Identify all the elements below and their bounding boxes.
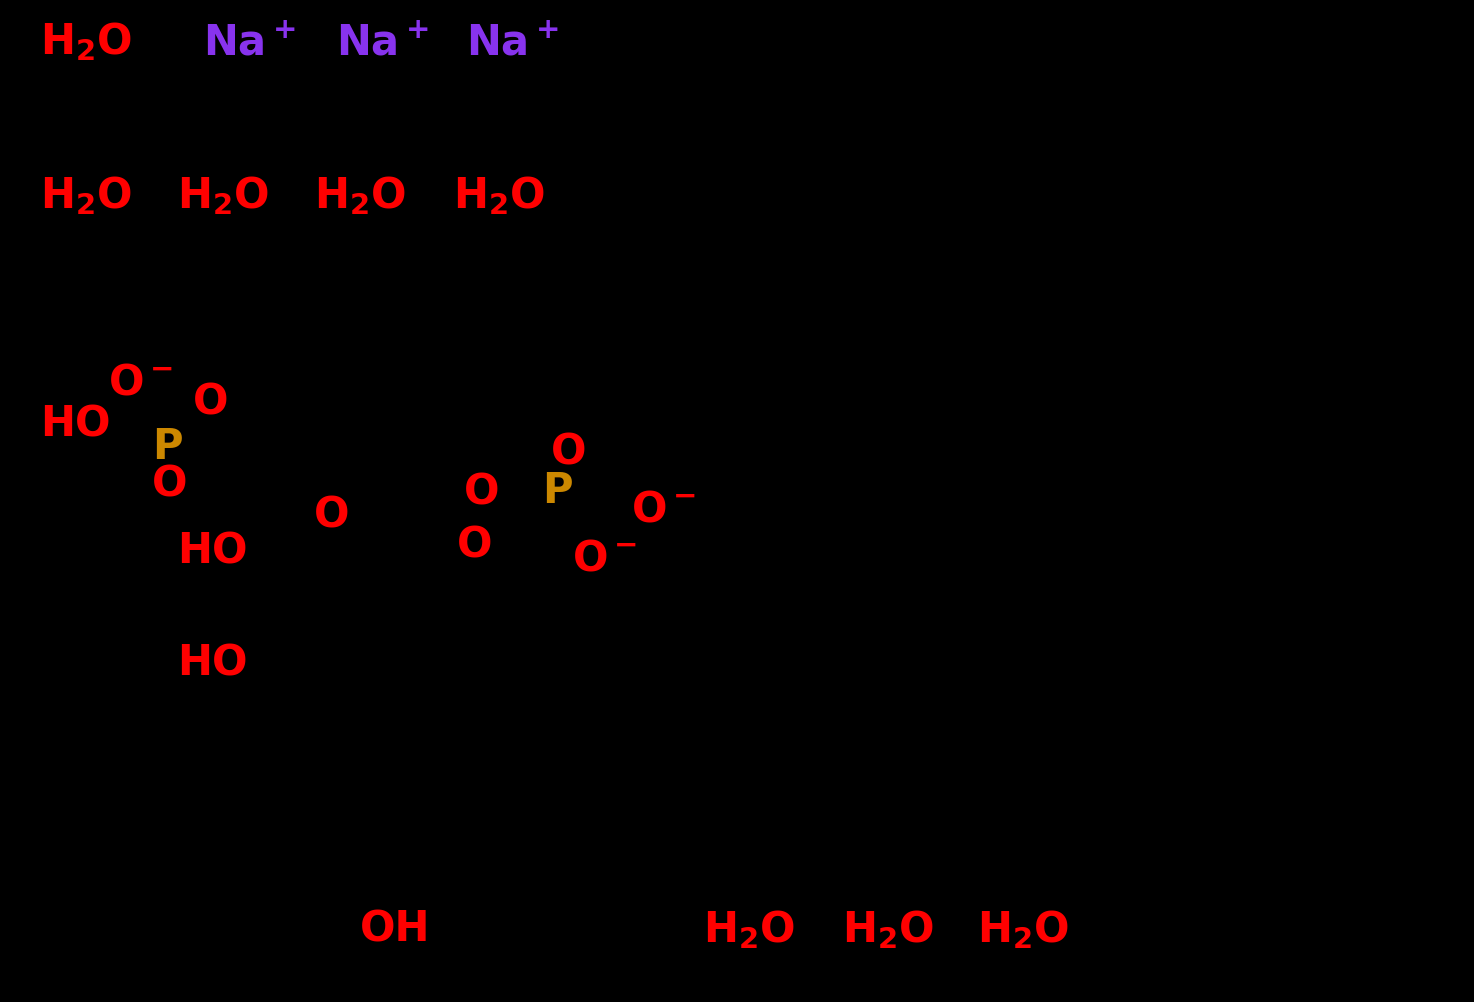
Text: $\mathregular{H_2O}$: $\mathregular{H_2O}$ [453, 174, 544, 216]
Text: $\mathregular{H_2O}$: $\mathregular{H_2O}$ [703, 909, 794, 951]
Text: $\mathregular{Na^+}$: $\mathregular{Na^+}$ [336, 21, 429, 63]
Text: O: O [551, 432, 587, 474]
Text: P: P [152, 426, 183, 468]
Text: O: O [314, 494, 349, 536]
Text: O: O [152, 464, 187, 506]
Text: HO: HO [177, 642, 248, 684]
Text: O: O [193, 382, 228, 424]
Text: O: O [464, 472, 500, 514]
Text: $\mathregular{H_2O}$: $\mathregular{H_2O}$ [842, 909, 933, 951]
Text: HO: HO [177, 530, 248, 572]
Text: HO: HO [40, 404, 111, 446]
Text: O: O [457, 524, 492, 566]
Text: $\mathregular{H_2O}$: $\mathregular{H_2O}$ [314, 174, 405, 216]
Text: $\mathregular{Na^+}$: $\mathregular{Na^+}$ [466, 21, 559, 63]
Text: $\mathregular{O^-}$: $\mathregular{O^-}$ [631, 488, 696, 530]
Text: OH: OH [360, 909, 430, 951]
Text: $\mathregular{Na^+}$: $\mathregular{Na^+}$ [203, 21, 296, 63]
Text: P: P [542, 470, 573, 512]
Text: $\mathregular{H_2O}$: $\mathregular{H_2O}$ [977, 909, 1069, 951]
Text: $\mathregular{O^-}$: $\mathregular{O^-}$ [572, 537, 637, 579]
Text: $\mathregular{O^-}$: $\mathregular{O^-}$ [108, 362, 172, 404]
Text: $\mathregular{H_2O}$: $\mathregular{H_2O}$ [40, 174, 131, 216]
Text: $\mathregular{H_2O}$: $\mathregular{H_2O}$ [40, 21, 131, 63]
Text: $\mathregular{H_2O}$: $\mathregular{H_2O}$ [177, 174, 268, 216]
